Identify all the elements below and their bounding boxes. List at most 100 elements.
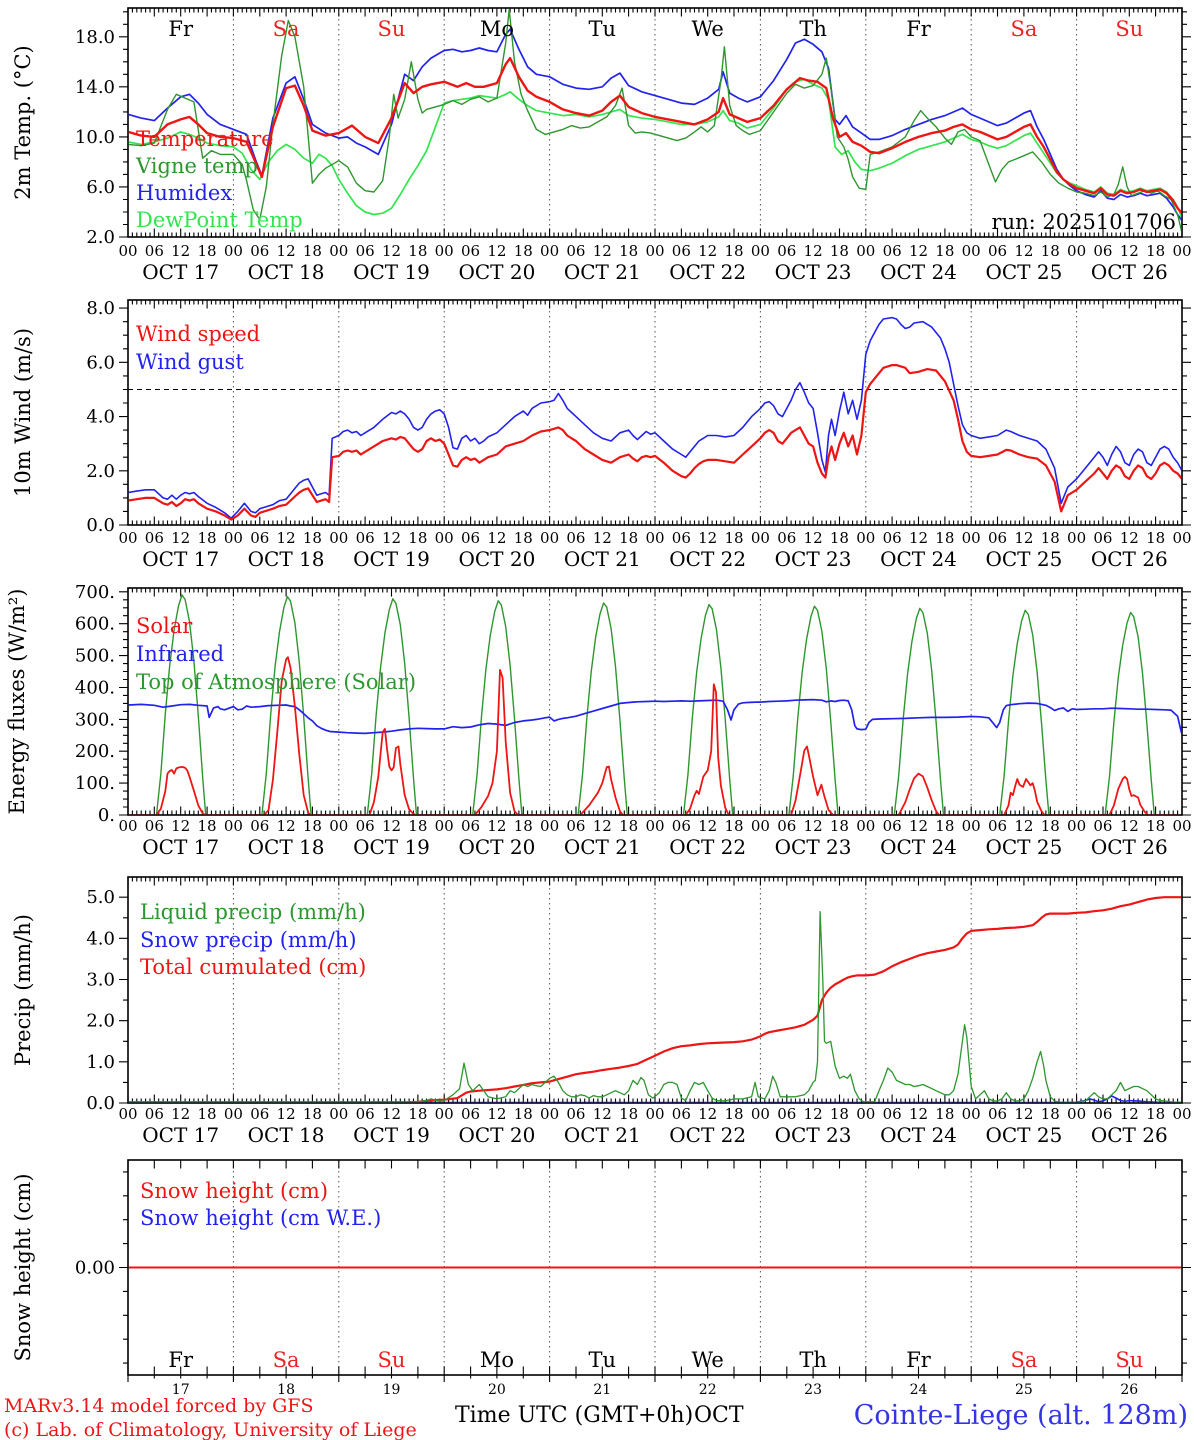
weekday-label: Tu bbox=[589, 17, 617, 41]
hour-tick-label: 18 bbox=[303, 529, 322, 547]
y-tick-label: 200. bbox=[75, 741, 115, 762]
legend-wind-gust: Wind gust bbox=[136, 350, 244, 374]
hour-tick-label: 06 bbox=[566, 529, 585, 547]
hour-tick-label: 00 bbox=[224, 817, 243, 835]
panel-energy: 700. 600. 500. 400. 300. 200. 100. 0. Solar Infra… bbox=[75, 582, 1192, 859]
hour-tick-label: 00 bbox=[118, 529, 137, 547]
hour-tick-label: 06 bbox=[461, 242, 480, 260]
panel-wind: 8.0 6.0 4.0 2.0 0.0 Wind speed Wind gust 00 06 12… bbox=[86, 298, 1191, 571]
hour-tick-label: 06 bbox=[988, 1105, 1007, 1123]
date-label: OCT 25 bbox=[985, 260, 1062, 284]
hour-tick-label: 06 bbox=[672, 817, 691, 835]
hour-tick-label: 18 bbox=[1041, 242, 1060, 260]
weekday-label: Su bbox=[1115, 1348, 1143, 1372]
day-number-label: 20 bbox=[488, 1382, 506, 1398]
legend-solar: Solar bbox=[136, 614, 193, 638]
hour-tick-label: 06 bbox=[356, 1105, 375, 1123]
legend-infrared: Infrared bbox=[136, 642, 224, 666]
series-solar bbox=[128, 656, 1182, 815]
series-vigne-temp bbox=[128, 8, 1182, 233]
hour-tick-label: 12 bbox=[698, 529, 717, 547]
date-label: OCT 17 bbox=[142, 1123, 219, 1147]
y-axis-title-precip: Precip (mm/h) bbox=[11, 914, 35, 1066]
hour-tick-label: 00 bbox=[329, 817, 348, 835]
y-tick-label: 0.00 bbox=[75, 1258, 115, 1279]
hour-tick-label: 12 bbox=[698, 1105, 717, 1123]
date-label: OCT 23 bbox=[775, 547, 852, 571]
weekday-label: Fr bbox=[168, 17, 194, 41]
hour-tick-label: 06 bbox=[883, 529, 902, 547]
weekday-label: Sa bbox=[273, 17, 300, 41]
day-number-label: 25 bbox=[1015, 1382, 1033, 1398]
date-label: OCT 21 bbox=[564, 547, 641, 571]
hour-tick-label: 18 bbox=[830, 242, 849, 260]
hour-tick-label: 00 bbox=[962, 529, 981, 547]
y-tick-label: 0. bbox=[98, 805, 115, 826]
lab-credit-line: (c) Lab. of Climatology, University of L… bbox=[4, 1419, 417, 1440]
weekday-label: Tu bbox=[589, 1348, 617, 1372]
y-axis-title-snow: Snow height (cm) bbox=[11, 1173, 35, 1361]
hour-tick-label: 00 bbox=[1067, 242, 1086, 260]
legend-vigne-temp: Vigne temp bbox=[135, 154, 258, 178]
hour-tick-label: 12 bbox=[171, 242, 190, 260]
hour-tick-label: 18 bbox=[408, 817, 427, 835]
hour-tick-label: 00 bbox=[751, 1105, 770, 1123]
y-tick-label: 2.0 bbox=[86, 461, 115, 482]
y-tick-label: 5.0 bbox=[86, 887, 115, 908]
hour-tick-label: 06 bbox=[356, 242, 375, 260]
date-label: OCT 24 bbox=[880, 547, 957, 571]
hour-tick-label: 12 bbox=[171, 529, 190, 547]
hour-tick-label: 06 bbox=[145, 242, 164, 260]
hour-tick-label: 00 bbox=[1067, 1105, 1086, 1123]
hour-tick-label: 00 bbox=[329, 529, 348, 547]
legend-snow-height-cm-w-e: Snow height (cm W.E.) bbox=[140, 1206, 381, 1230]
hour-tick-label: 18 bbox=[619, 529, 638, 547]
x-axis-month-label: OCT bbox=[694, 1403, 744, 1428]
x-axis-title: Time UTC (GMT+0h) bbox=[455, 1403, 693, 1428]
hour-tick-label: 18 bbox=[725, 1105, 744, 1123]
hour-tick-label: 00 bbox=[329, 1105, 348, 1123]
date-label: OCT 26 bbox=[1091, 835, 1168, 859]
hour-tick-label: 06 bbox=[777, 242, 796, 260]
hour-tick-label: 06 bbox=[356, 529, 375, 547]
hour-tick-label: 12 bbox=[698, 242, 717, 260]
hour-tick-label: 18 bbox=[303, 817, 322, 835]
date-label: OCT 17 bbox=[142, 547, 219, 571]
date-label: OCT 24 bbox=[880, 260, 957, 284]
hour-tick-label: 12 bbox=[1014, 242, 1033, 260]
weekday-label: Sa bbox=[273, 1348, 300, 1372]
date-label: OCT 20 bbox=[458, 547, 535, 571]
date-label: OCT 23 bbox=[775, 835, 852, 859]
hour-tick-label: 12 bbox=[593, 817, 612, 835]
legend-wind-speed: Wind speed bbox=[136, 322, 260, 346]
date-label: OCT 21 bbox=[564, 1123, 641, 1147]
y-axis-title-wind: 10m Wind (m/s) bbox=[11, 328, 35, 497]
hour-tick-label: 18 bbox=[619, 817, 638, 835]
date-label: OCT 21 bbox=[564, 835, 641, 859]
weekday-label: Fr bbox=[906, 17, 932, 41]
hour-tick-label: 18 bbox=[619, 242, 638, 260]
day-number-label: 21 bbox=[593, 1382, 611, 1398]
date-label: OCT 18 bbox=[248, 835, 325, 859]
hour-tick-label: 18 bbox=[198, 817, 217, 835]
day-number-label: 22 bbox=[699, 1382, 717, 1398]
hour-tick-label: 06 bbox=[566, 817, 585, 835]
hour-tick-label: 00 bbox=[435, 529, 454, 547]
hour-tick-label: 12 bbox=[487, 817, 506, 835]
hour-tick-label: 18 bbox=[619, 1105, 638, 1123]
hour-tick-label: 00 bbox=[856, 242, 875, 260]
plot-frame bbox=[127, 1159, 1183, 1376]
hour-tick-label: 06 bbox=[988, 242, 1007, 260]
hour-tick-label: 12 bbox=[593, 242, 612, 260]
hour-tick-label: 18 bbox=[830, 529, 849, 547]
y-tick-label: 2.0 bbox=[86, 227, 115, 248]
hour-tick-label: 12 bbox=[1120, 242, 1139, 260]
hour-tick-label: 06 bbox=[250, 1105, 269, 1123]
date-label: OCT 19 bbox=[353, 547, 430, 571]
hour-tick-label: 18 bbox=[935, 242, 954, 260]
hour-tick-label: 06 bbox=[250, 529, 269, 547]
run-label: run: 2025101706 bbox=[992, 210, 1176, 234]
hour-tick-label: 18 bbox=[830, 817, 849, 835]
hour-tick-label: 06 bbox=[883, 817, 902, 835]
hour-tick-label: 12 bbox=[277, 529, 296, 547]
